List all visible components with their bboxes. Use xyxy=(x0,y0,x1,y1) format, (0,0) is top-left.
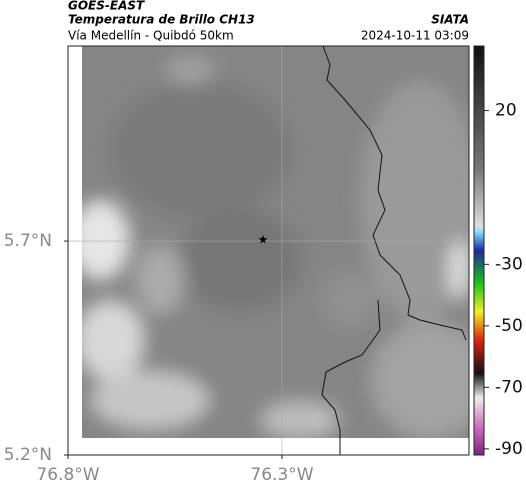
location-marker: ★ xyxy=(258,233,269,247)
satellite-image xyxy=(82,46,469,438)
colorbar-tick-label: -30 xyxy=(495,254,523,274)
colorbar-tick-label: -90 xyxy=(495,439,523,459)
colorbar-tick-label: 20 xyxy=(495,101,517,121)
source: SIATA xyxy=(431,13,469,27)
colorbar-tick-label: -50 xyxy=(495,316,523,336)
x-tick-label: 76.8°W xyxy=(36,465,99,485)
map-frame xyxy=(67,45,470,456)
colorbar-tick-label: -70 xyxy=(495,377,523,397)
subtitle: Vía Medellín - Quibdó 50km xyxy=(68,29,234,43)
y-tick-label: 5.2°N xyxy=(4,445,52,465)
colorbar xyxy=(473,45,485,456)
timestamp: 2024-10-11 03:09 xyxy=(361,29,469,43)
border-line xyxy=(322,45,467,341)
border-line xyxy=(321,299,381,455)
y-tick-label: 5.7°N xyxy=(4,231,52,251)
title: Temperatura de Brillo CH13 xyxy=(68,13,255,27)
x-tick-label: 76.3°W xyxy=(250,465,313,485)
satellite: GOES-EAST xyxy=(68,0,145,13)
